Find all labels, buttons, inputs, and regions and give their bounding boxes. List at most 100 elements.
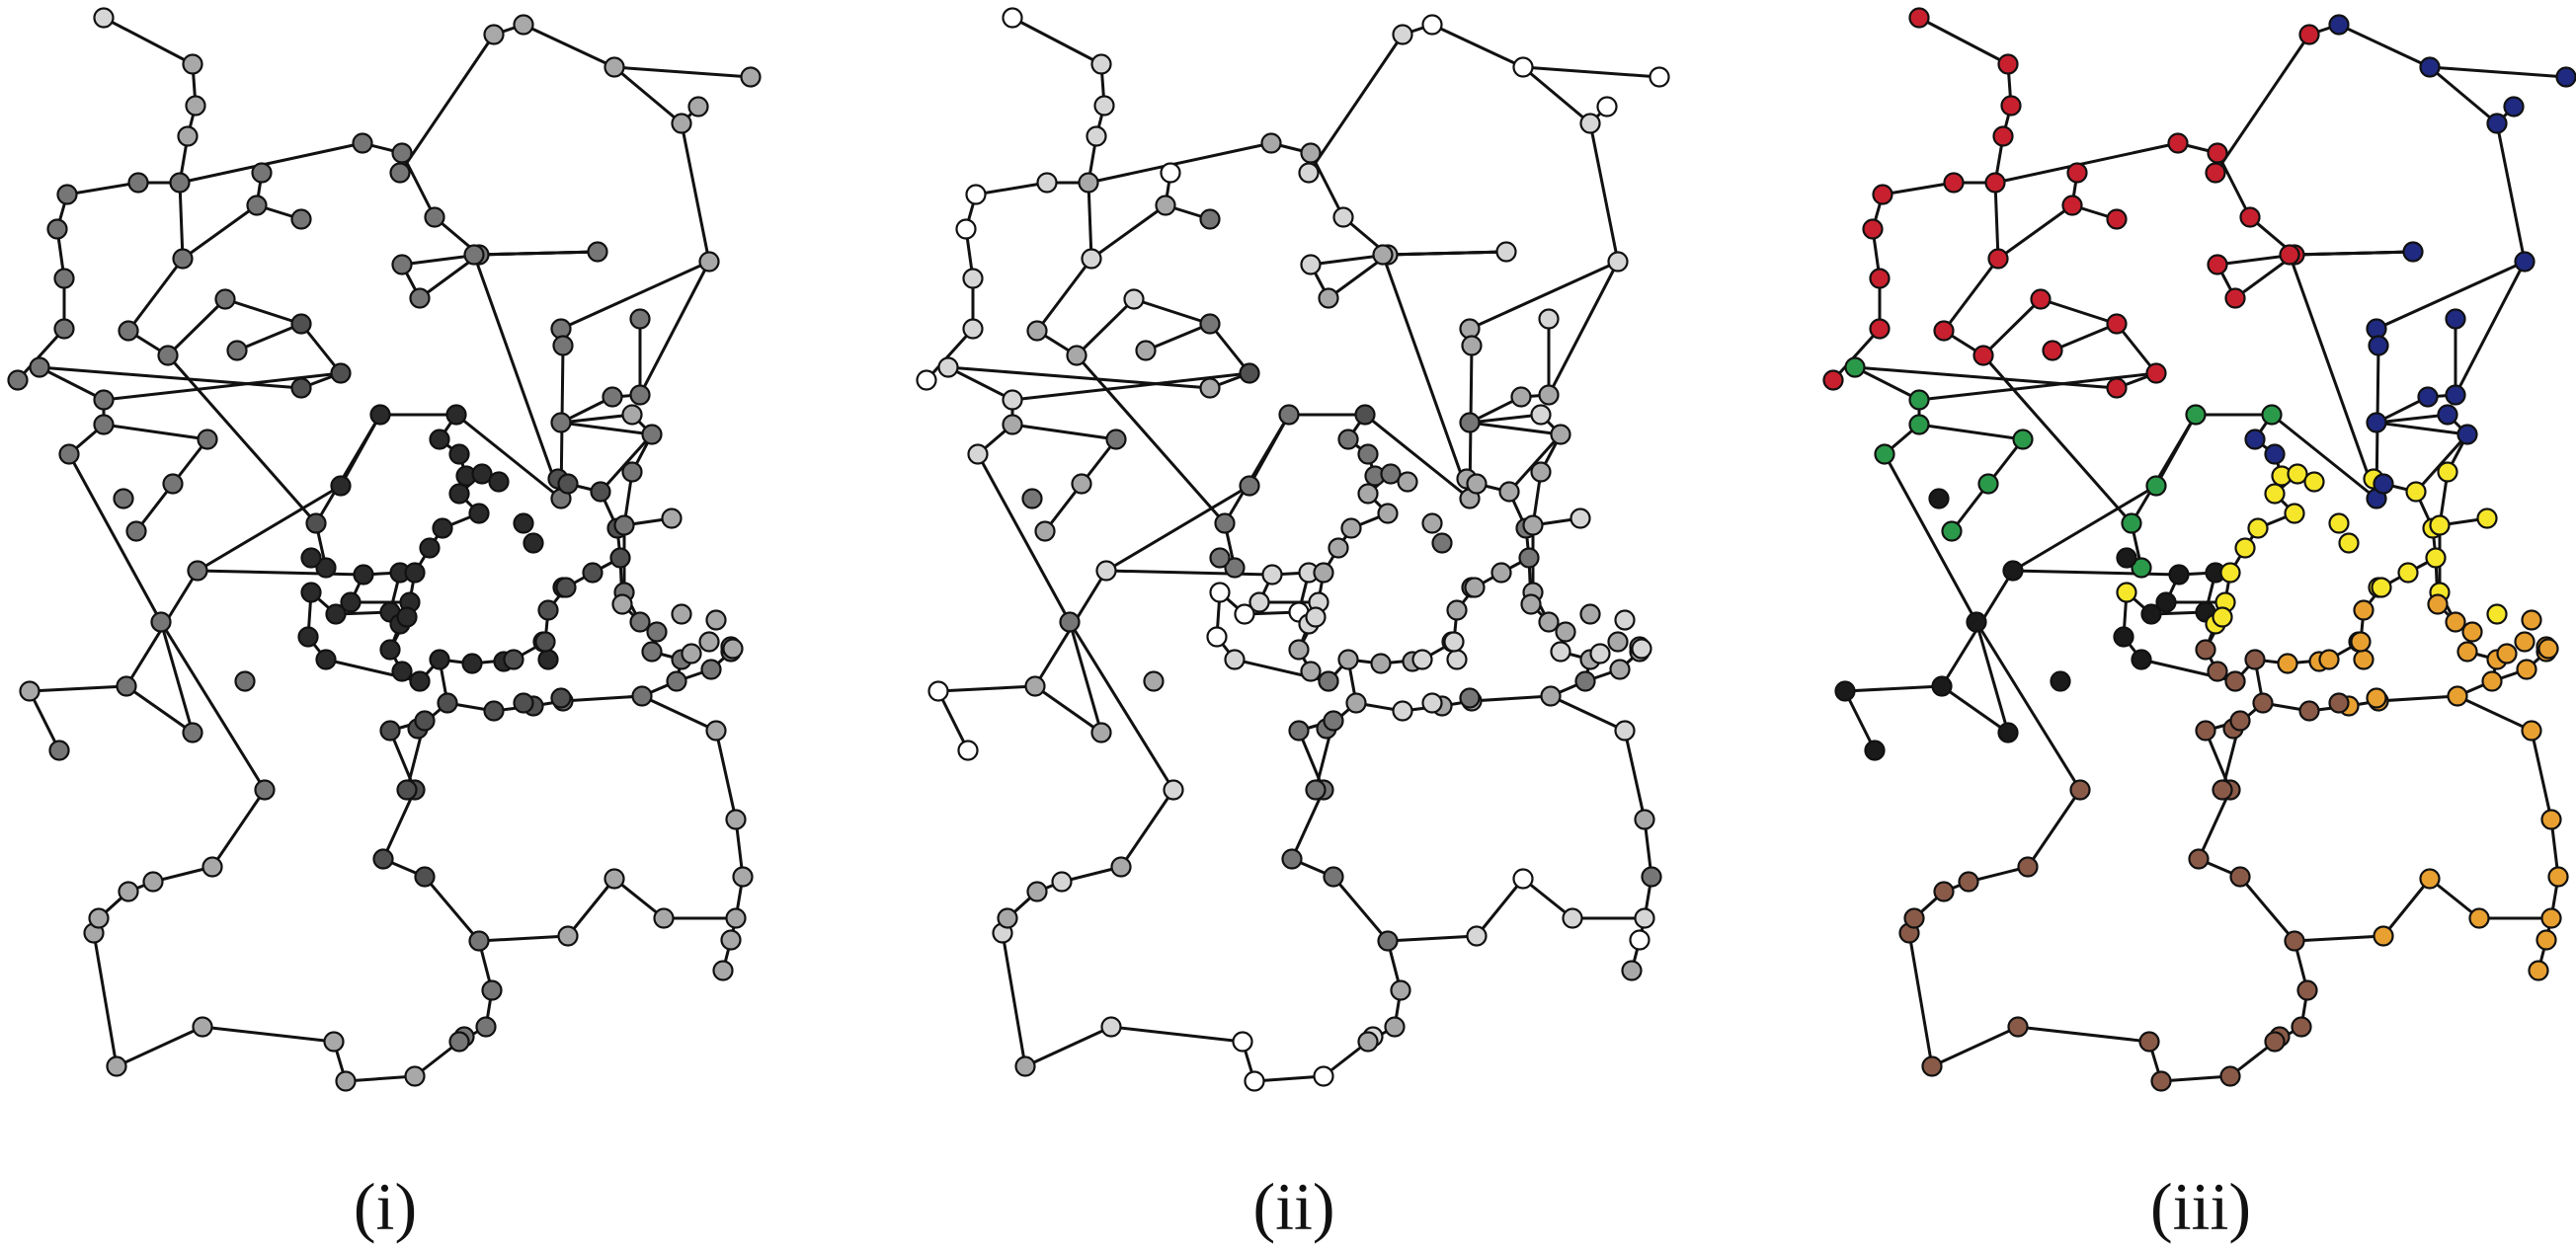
network-edge bbox=[562, 694, 643, 703]
network-edge bbox=[1588, 122, 1620, 263]
network-node bbox=[1411, 649, 1433, 670]
network-node bbox=[142, 871, 164, 893]
network-edge bbox=[224, 297, 302, 326]
network-node bbox=[1337, 649, 1359, 670]
network-edge bbox=[1431, 23, 1524, 69]
network-node bbox=[2536, 929, 2557, 951]
network-node bbox=[391, 142, 413, 164]
network-node bbox=[391, 661, 413, 682]
network-edge bbox=[1981, 354, 2133, 524]
network-node bbox=[629, 384, 651, 406]
network-node bbox=[1239, 362, 1260, 384]
network-node bbox=[187, 560, 208, 582]
network-node bbox=[2417, 386, 2439, 408]
network-node bbox=[550, 412, 572, 433]
network-node bbox=[534, 631, 556, 653]
network-edge bbox=[2271, 413, 2377, 501]
network-edge bbox=[613, 65, 752, 79]
network-node bbox=[93, 7, 115, 29]
network-edge bbox=[2429, 877, 2480, 920]
network-node bbox=[1421, 512, 1443, 534]
network-node bbox=[1066, 345, 1087, 366]
network-node bbox=[2486, 113, 2508, 134]
network-edge bbox=[1075, 354, 1227, 524]
network-edge bbox=[613, 65, 683, 125]
network-edge bbox=[197, 484, 342, 573]
network-node bbox=[661, 508, 683, 529]
network-node bbox=[1872, 184, 1893, 205]
network-node bbox=[641, 424, 663, 445]
network-edge bbox=[937, 684, 1036, 693]
network-edge bbox=[381, 789, 417, 860]
network-node bbox=[1224, 557, 1246, 579]
network-node bbox=[1609, 659, 1631, 680]
network-node bbox=[1579, 113, 1601, 134]
network-node bbox=[1300, 661, 1322, 682]
network-edge bbox=[2012, 569, 2180, 577]
network-node bbox=[2195, 639, 2216, 661]
network-node bbox=[1461, 335, 1483, 356]
network-node bbox=[2298, 24, 2320, 45]
network-node bbox=[1261, 564, 1283, 586]
network-node bbox=[429, 429, 450, 450]
network-node bbox=[2318, 649, 2340, 670]
network-node bbox=[315, 649, 337, 670]
network-edge bbox=[680, 122, 711, 263]
network-edge bbox=[523, 23, 615, 69]
network-node bbox=[2521, 609, 2542, 631]
network-node bbox=[725, 907, 747, 929]
network-node bbox=[1862, 218, 1884, 240]
network-node bbox=[46, 218, 68, 240]
network-edge bbox=[2429, 65, 2498, 125]
network-node bbox=[2277, 653, 2298, 674]
network-node bbox=[1490, 562, 1512, 584]
network-node bbox=[2291, 1016, 2312, 1038]
network-edge bbox=[116, 1025, 203, 1068]
network-node bbox=[53, 318, 75, 340]
network-node bbox=[2185, 404, 2207, 426]
network-node bbox=[330, 362, 352, 384]
network-node bbox=[629, 611, 651, 633]
network-edge bbox=[398, 34, 496, 174]
network-node bbox=[1574, 670, 1596, 692]
network-node bbox=[172, 248, 194, 270]
network-node bbox=[1908, 389, 1930, 411]
network-edge bbox=[1997, 203, 2073, 261]
network-edge bbox=[2017, 1025, 2150, 1044]
network-node bbox=[916, 369, 937, 391]
network-node bbox=[2140, 603, 2162, 625]
network-edge bbox=[16, 327, 66, 382]
network-edge bbox=[1034, 684, 1102, 735]
network-node bbox=[2007, 1016, 2029, 1038]
network-node bbox=[1392, 24, 1413, 45]
network-node bbox=[2150, 1070, 2172, 1092]
network-node bbox=[2145, 475, 2167, 497]
network-node bbox=[1512, 56, 1534, 78]
network-node bbox=[7, 369, 29, 391]
network-node bbox=[1288, 720, 1310, 742]
network-edge bbox=[2530, 730, 2553, 820]
network-node bbox=[106, 1055, 127, 1077]
network-node bbox=[424, 206, 445, 228]
network-node bbox=[323, 1031, 345, 1053]
network-node bbox=[2002, 560, 2024, 582]
network-node bbox=[48, 740, 70, 761]
network-node bbox=[1987, 248, 2009, 270]
network-node bbox=[604, 56, 625, 78]
network-node bbox=[1459, 412, 1481, 433]
caption-iii: (iii) bbox=[2150, 1169, 2251, 1244]
network-node bbox=[1260, 132, 1282, 154]
network-node bbox=[2264, 1031, 2286, 1053]
network-node bbox=[1864, 740, 1886, 761]
nodes bbox=[7, 7, 762, 1092]
nodes bbox=[1822, 7, 2576, 1092]
network-node bbox=[1090, 53, 1112, 75]
network-node bbox=[1649, 66, 1670, 88]
caption-i: (i) bbox=[354, 1169, 417, 1244]
network-node bbox=[1997, 53, 2019, 75]
network-node bbox=[513, 512, 534, 534]
network-node bbox=[2540, 809, 2562, 830]
network-edge bbox=[2375, 413, 2449, 425]
network-edge bbox=[1469, 413, 1542, 425]
network-edge bbox=[2040, 297, 2118, 326]
